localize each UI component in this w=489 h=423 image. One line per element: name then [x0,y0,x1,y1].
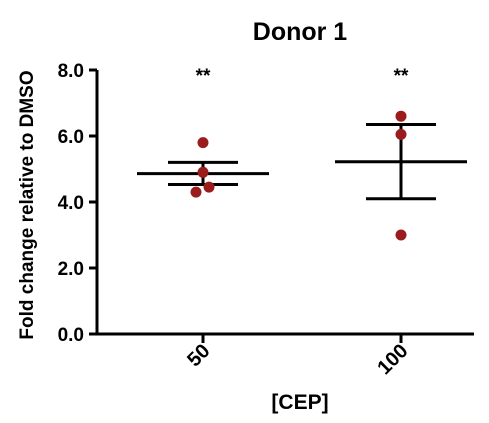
x-axis-label: [CEP] [271,391,328,414]
x-tick-label: 100 [373,340,412,379]
y-axis-label: Fold change relative to DMSO [17,70,38,339]
data-point [395,110,407,122]
data-point [197,137,209,149]
y-tick-label: 2.0 [58,259,84,280]
x-tick-label: 50 [183,340,214,371]
data-point [395,128,407,140]
y-tick-label: 8.0 [58,61,84,82]
chart-title: Donor 1 [253,18,348,46]
significance-marker: ** [394,66,409,87]
y-tick-label: 4.0 [58,193,84,214]
data-point [190,186,202,198]
data-point [395,229,407,241]
data-point [203,181,215,193]
y-tick-label: 0.0 [58,325,84,346]
data-point [197,166,209,178]
y-tick-label: 6.0 [58,127,84,148]
significance-marker: ** [196,66,211,87]
marks-group: ** ** [137,66,467,241]
axes-group: 0.0 2.0 4.0 6.0 8.0 50 100 [58,61,474,379]
